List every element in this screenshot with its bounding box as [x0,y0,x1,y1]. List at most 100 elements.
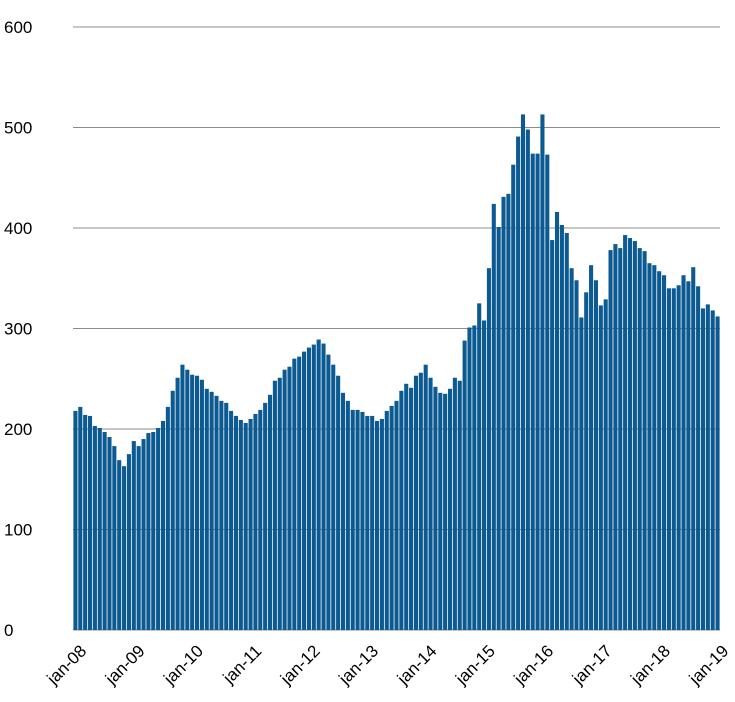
y-tick-label: 400 [4,219,32,238]
bar [350,409,355,630]
bar [618,248,623,630]
y-tick-label: 0 [4,621,13,640]
bar [73,410,78,630]
x-tick-label: jan-15 [451,641,499,689]
bar [593,280,598,630]
bar [238,419,243,630]
bar [603,299,608,630]
bar [399,390,404,630]
bar [253,413,258,630]
bar [224,402,229,630]
bar [131,441,136,630]
bar [306,347,311,630]
bar [589,265,594,630]
bar [452,377,457,630]
bar [501,196,506,630]
bar [365,415,370,630]
bar [92,425,97,630]
bar [404,383,409,630]
bar [671,288,676,630]
bar [579,317,584,630]
bar [550,240,555,630]
bar [160,420,166,630]
bar [447,388,453,630]
bar [117,460,122,630]
bar [496,226,501,630]
y-tick-label: 600 [4,18,32,37]
bar [584,292,589,630]
bar [574,280,579,630]
bar [467,327,472,630]
bar [156,427,161,630]
bar [715,316,720,630]
bar [229,410,234,630]
bar [554,211,560,631]
bar [477,303,482,630]
bar [472,325,477,630]
bar [491,203,496,630]
bar [613,244,618,630]
bar [141,439,146,630]
bar [598,305,603,630]
bar [336,375,341,630]
bar [686,281,691,630]
bar [243,422,248,630]
bar [107,437,112,630]
x-tick-label: jan-12 [276,641,324,689]
bar [199,379,204,630]
bar [652,265,657,630]
bar [394,400,399,630]
x-tick-label: jan-09 [101,641,149,689]
bar [263,402,268,630]
bar [647,263,652,630]
bar [608,250,613,631]
bar [219,400,224,630]
bar [151,432,156,630]
bar [418,372,423,630]
bar [78,406,83,630]
bar [666,288,671,630]
bar [185,369,190,630]
bar [559,224,564,631]
bar [209,391,214,630]
bar [662,275,667,630]
bar [233,415,239,630]
bar [112,446,117,630]
bar [370,415,375,630]
x-tick-label: jan-17 [568,641,616,689]
bar [321,343,326,630]
bar [642,251,647,631]
bar [302,351,307,630]
bar [443,393,448,630]
bar [637,248,642,630]
bar [190,374,195,630]
bar [282,369,287,630]
bar [457,380,462,630]
bar [540,114,545,630]
bar [462,340,467,630]
bar [374,420,380,630]
bar [696,286,701,630]
bar [83,414,88,630]
x-tick-label: jan-08 [43,641,91,689]
bar [423,364,428,630]
bar [506,193,511,630]
bar [102,432,107,630]
x-tick-label: jan-18 [626,641,674,689]
bar [355,409,360,630]
bar [146,433,151,630]
bar [482,320,487,630]
bar [360,411,365,630]
bar [165,406,170,630]
bar [700,308,706,630]
bar [297,356,302,630]
bar [316,339,321,630]
bar [409,387,414,630]
bar [530,153,535,630]
y-tick-label: 200 [4,420,32,439]
x-tick-label: jan-16 [510,641,558,689]
bar [97,427,102,630]
bar [428,377,433,630]
x-tick-label: jan-11 [219,641,266,688]
bar [384,410,389,630]
